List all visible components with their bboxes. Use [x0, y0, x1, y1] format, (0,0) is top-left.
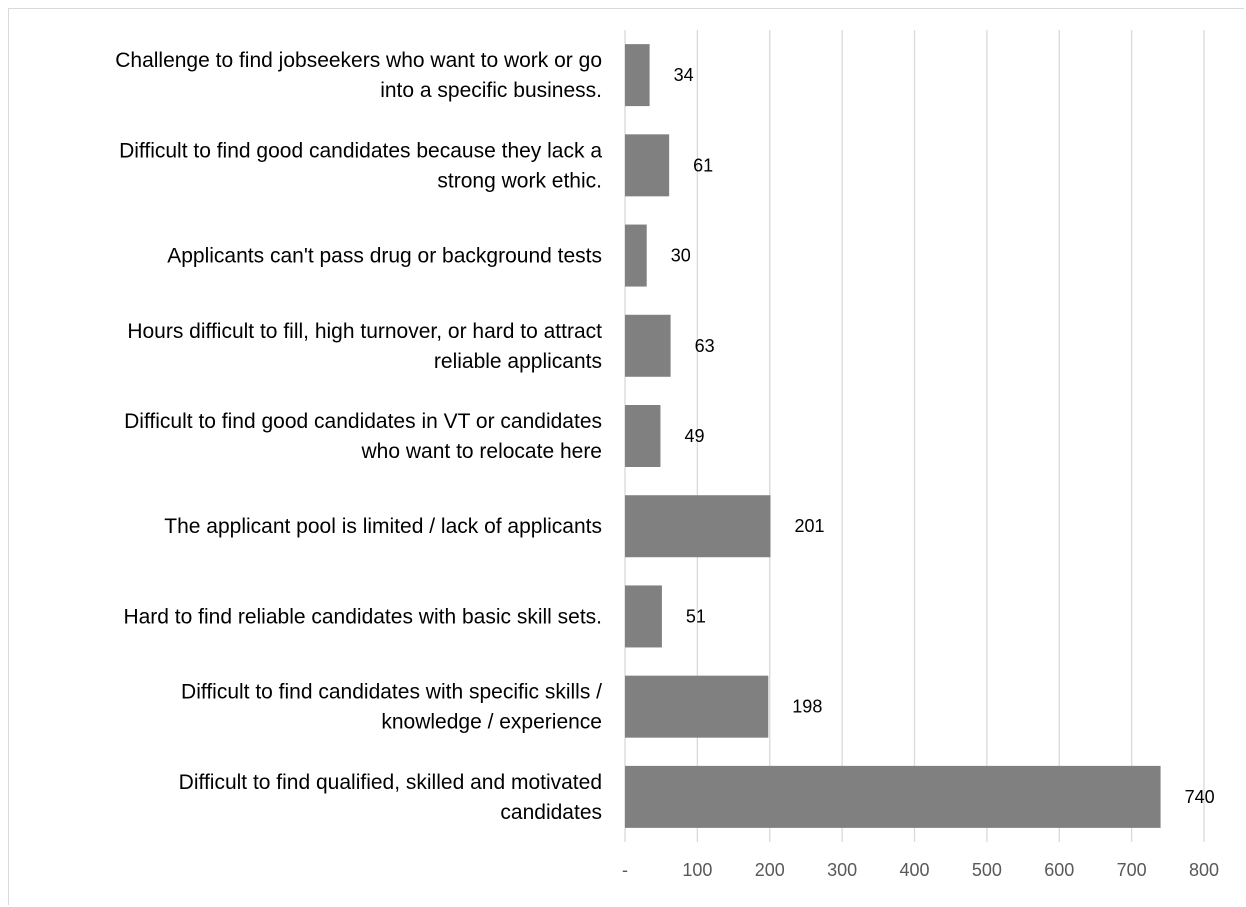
data-label: 201: [794, 516, 824, 536]
category-label: Hard to find reliable candidates with ba…: [123, 605, 602, 628]
bar: [625, 765, 1161, 828]
category-label: Applicants can't pass drug or background…: [167, 245, 602, 268]
chart-frame: [8, 8, 1244, 905]
category-label: Challenge to find jobseekers who want to…: [115, 49, 602, 102]
data-label: 51: [686, 606, 706, 626]
bar: [625, 405, 661, 467]
x-tick-label: 300: [827, 860, 857, 880]
data-label: 34: [674, 65, 694, 85]
category-label: The applicant pool is limited / lack of …: [164, 515, 602, 538]
x-tick-label: 700: [1117, 860, 1147, 880]
x-tick-label: 500: [972, 860, 1002, 880]
bar: [625, 585, 662, 648]
category-label: Difficult to find good candidates becaus…: [119, 139, 602, 192]
bar: [625, 224, 647, 287]
data-label: 30: [671, 246, 691, 266]
data-label: 49: [684, 426, 704, 446]
bar: [625, 495, 771, 558]
x-tick-label: 100: [682, 860, 712, 880]
data-label: 63: [695, 336, 715, 356]
x-tick-label: -: [622, 860, 628, 880]
category-label: Difficult to find good candidates in VT …: [124, 410, 602, 463]
x-tick-label: 400: [899, 860, 929, 880]
data-label: 61: [693, 155, 713, 175]
x-tick-label: 600: [1044, 860, 1074, 880]
x-tick-label: 200: [755, 860, 785, 880]
x-tick-label: 800: [1189, 860, 1219, 880]
bar: [625, 44, 650, 107]
data-label: 740: [1185, 787, 1215, 807]
category-label: Difficult to find qualified, skilled and…: [179, 771, 602, 824]
bar: [625, 134, 670, 197]
data-label: 198: [792, 697, 822, 717]
category-label: Hours difficult to fill, high turnover, …: [127, 320, 602, 373]
bar: [625, 314, 671, 377]
category-label: Difficult to find candidates with specif…: [181, 681, 602, 734]
bar: [625, 675, 769, 738]
